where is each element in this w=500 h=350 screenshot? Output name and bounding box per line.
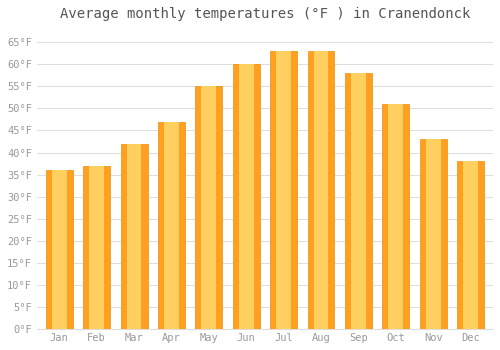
Bar [308, 51, 334, 329]
Bar [83, 166, 110, 329]
Bar [233, 64, 260, 329]
Bar [196, 86, 222, 329]
Bar [276, 51, 291, 329]
Bar [164, 122, 179, 329]
Bar [351, 73, 366, 329]
Bar [463, 161, 478, 329]
Bar [120, 144, 148, 329]
Bar [52, 170, 66, 329]
Bar [202, 86, 216, 329]
Bar [46, 170, 72, 329]
Bar [239, 64, 254, 329]
Bar [420, 139, 446, 329]
Bar [158, 122, 185, 329]
Bar [457, 161, 484, 329]
Bar [345, 73, 372, 329]
Bar [126, 144, 142, 329]
Bar [89, 166, 104, 329]
Title: Average monthly temperatures (°F ) in Cranendonck: Average monthly temperatures (°F ) in Cr… [60, 7, 470, 21]
Bar [426, 139, 440, 329]
Bar [388, 104, 403, 329]
Bar [270, 51, 297, 329]
Bar [314, 51, 328, 329]
Bar [382, 104, 409, 329]
